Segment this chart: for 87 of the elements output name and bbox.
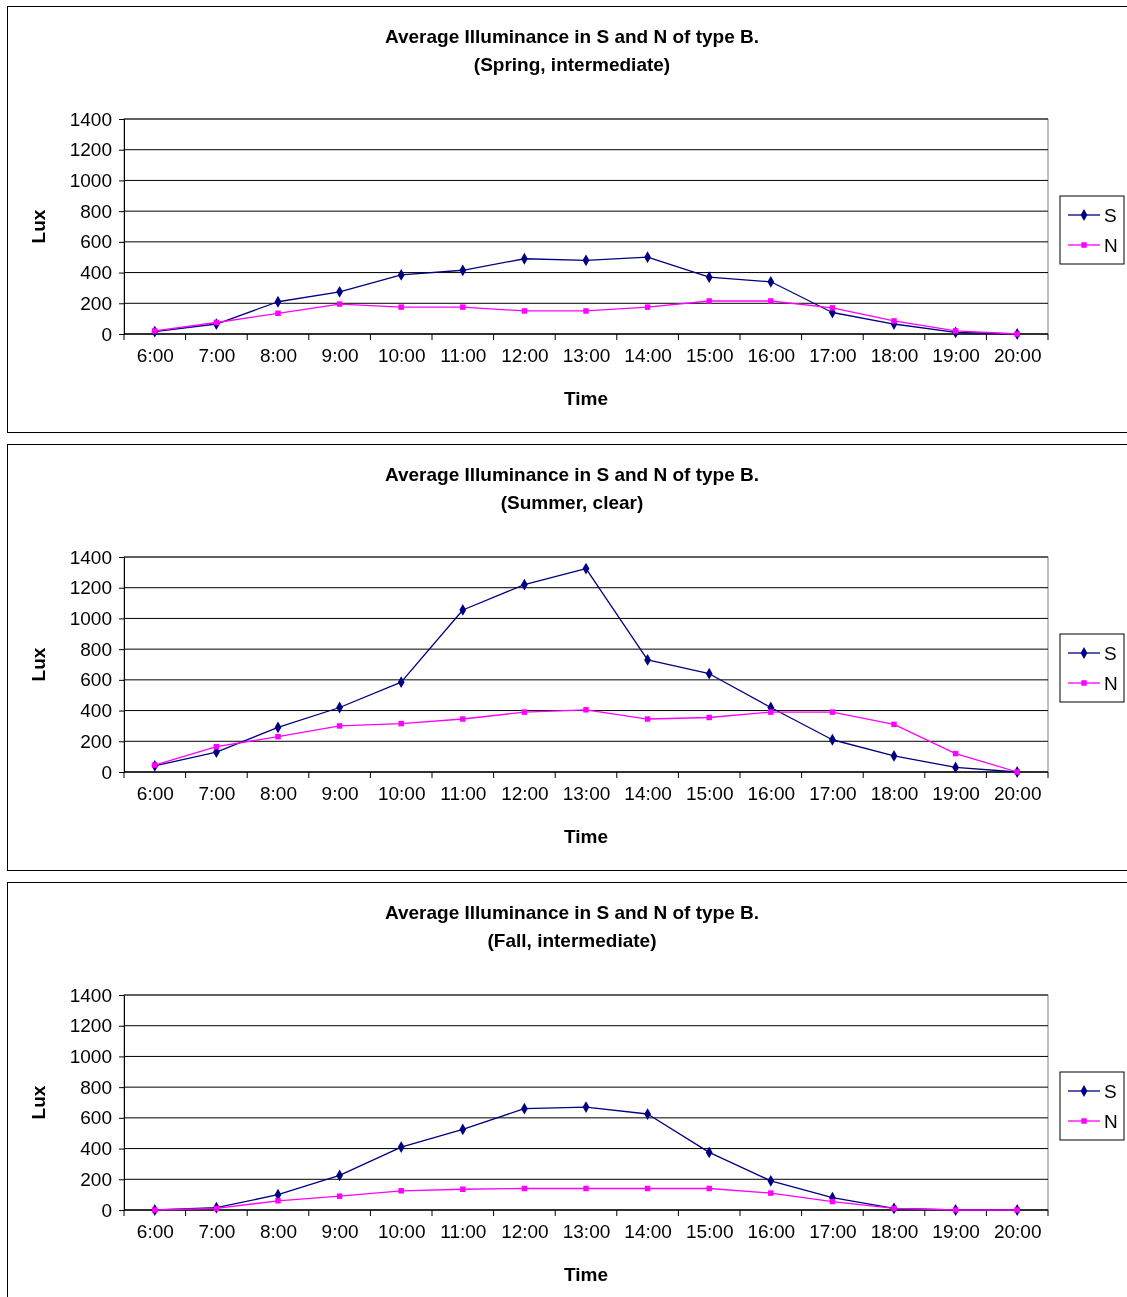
x-tick-label: 10:00	[377, 782, 426, 804]
x-tick-label: 13:00	[562, 344, 611, 366]
x-tick-label: 18:00	[870, 1220, 919, 1242]
y-tick-label: 0	[101, 761, 112, 783]
x-tick-label: 7:00	[198, 344, 236, 366]
chart-subtitle: (Summer, clear)	[500, 492, 644, 513]
chart-title: Average Illuminance in S and N of type B.	[384, 26, 760, 47]
x-tick-label: 7:00	[198, 1220, 236, 1242]
x-tick-label: 16:00	[747, 1220, 796, 1242]
chart-title: Average Illuminance in S and N of type B.	[384, 464, 760, 485]
x-tick-label: 12:00	[501, 344, 549, 366]
legend-label: N	[1104, 1111, 1118, 1132]
x-tick-label: 15:00	[685, 782, 734, 804]
y-tick-label: 1400	[69, 984, 112, 1006]
legend-label: N	[1104, 235, 1118, 256]
chart-subtitle: (Spring, intermediate)	[473, 54, 671, 75]
y-tick-label: 1000	[69, 1046, 112, 1068]
x-tick-label: 19:00	[932, 782, 980, 804]
x-tick-label: 11:00	[440, 782, 487, 804]
x-tick-label: 6:00	[136, 782, 174, 804]
x-tick-label: 18:00	[870, 344, 919, 366]
y-tick-label: 0	[101, 323, 112, 345]
x-tick-label: 19:00	[932, 1220, 980, 1242]
y-tick-label: 1400	[69, 546, 112, 568]
y-axis-title: Lux	[28, 209, 49, 244]
x-tick-label: 9:00	[321, 1220, 359, 1242]
x-tick-label: 12:00	[501, 782, 549, 804]
legend-label: S	[1104, 1081, 1117, 1102]
x-tick-label: 18:00	[870, 782, 919, 804]
x-axis-title: Time	[563, 826, 609, 847]
y-tick-label: 1200	[69, 577, 112, 599]
x-tick-label: 13:00	[562, 1220, 611, 1242]
y-tick-label: 800	[80, 1076, 112, 1098]
y-tick-label: 800	[80, 200, 112, 222]
x-tick-label: 10:00	[377, 344, 426, 366]
x-tick-label: 17:00	[809, 1220, 857, 1242]
x-tick-label: 16:00	[747, 344, 796, 366]
x-tick-label: 6:00	[136, 344, 174, 366]
x-tick-label: 20:00	[993, 1220, 1042, 1242]
y-tick-label: 600	[80, 1107, 112, 1129]
x-tick-label: 11:00	[440, 344, 487, 366]
y-tick-label: 200	[80, 292, 112, 314]
x-tick-label: 17:00	[809, 782, 857, 804]
x-tick-label: 9:00	[321, 782, 359, 804]
x-tick-label: 6:00	[136, 1220, 174, 1242]
x-tick-label: 20:00	[993, 344, 1042, 366]
legend-label: S	[1104, 643, 1117, 664]
y-tick-label: 1200	[69, 1015, 112, 1037]
x-tick-label: 15:00	[685, 1220, 734, 1242]
x-tick-label: 8:00	[260, 1220, 297, 1242]
x-axis-title: Time	[563, 388, 609, 409]
y-tick-label: 400	[80, 1138, 112, 1160]
y-tick-label: 1400	[69, 108, 112, 130]
y-tick-label: 0	[101, 1199, 112, 1221]
y-axis-title: Lux	[28, 647, 49, 682]
y-tick-label: 1000	[69, 608, 112, 630]
x-tick-label: 19:00	[932, 344, 980, 366]
y-tick-label: 600	[80, 669, 112, 691]
x-tick-label: 15:00	[685, 344, 734, 366]
y-tick-label: 1000	[69, 170, 112, 192]
y-tick-label: 1200	[69, 139, 112, 161]
y-tick-label: 600	[80, 231, 112, 253]
x-tick-label: 20:00	[993, 782, 1042, 804]
x-tick-label: 8:00	[260, 344, 297, 366]
legend-label: S	[1104, 205, 1117, 226]
x-tick-label: 13:00	[562, 782, 611, 804]
x-tick-label: 10:00	[377, 1220, 426, 1242]
chart-title: Average Illuminance in S and N of type B.	[384, 902, 760, 923]
x-tick-label: 16:00	[747, 782, 796, 804]
y-tick-label: 200	[80, 1168, 112, 1190]
y-axis-title: Lux	[28, 1085, 49, 1120]
chart-subtitle: (Fall, intermediate)	[487, 930, 657, 951]
y-tick-label: 800	[80, 638, 112, 660]
x-tick-label: 14:00	[624, 782, 672, 804]
x-tick-label: 17:00	[809, 344, 857, 366]
x-tick-label: 11:00	[440, 1220, 487, 1242]
x-axis-title: Time	[563, 1264, 609, 1285]
y-tick-label: 400	[80, 262, 112, 284]
x-tick-label: 8:00	[260, 782, 297, 804]
legend-label: N	[1104, 673, 1118, 694]
x-tick-label: 14:00	[624, 344, 672, 366]
y-tick-label: 400	[80, 700, 112, 722]
x-tick-label: 12:00	[501, 1220, 549, 1242]
x-tick-label: 7:00	[198, 782, 236, 804]
y-tick-label: 200	[80, 730, 112, 752]
x-tick-label: 9:00	[321, 344, 359, 366]
x-tick-label: 14:00	[624, 1220, 672, 1242]
